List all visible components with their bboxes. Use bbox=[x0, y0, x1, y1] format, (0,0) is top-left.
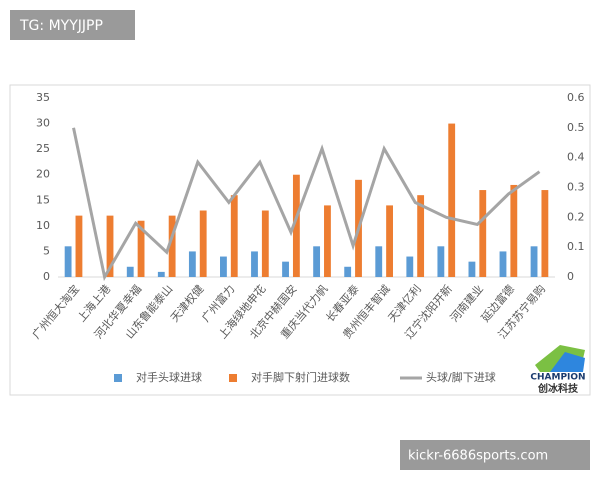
bar bbox=[199, 210, 207, 277]
bar bbox=[499, 251, 507, 277]
legend-label: 对手脚下射门进球数 bbox=[251, 370, 350, 384]
bar bbox=[292, 174, 300, 277]
bar bbox=[168, 215, 176, 277]
y-tick-label: 15 bbox=[36, 193, 50, 206]
y2-tick-label: 0.3 bbox=[567, 181, 585, 194]
y-tick-label: 25 bbox=[36, 142, 50, 155]
y2-tick-label: 0.4 bbox=[567, 151, 585, 164]
y-tick-label: 30 bbox=[36, 117, 50, 130]
y2-tick-label: 0.6 bbox=[567, 91, 585, 104]
watermark-box bbox=[10, 10, 135, 40]
bar bbox=[137, 220, 145, 277]
y-tick-label: 20 bbox=[36, 168, 50, 181]
bar bbox=[406, 256, 414, 277]
bar bbox=[188, 251, 196, 277]
bar bbox=[251, 251, 258, 277]
bar bbox=[479, 190, 487, 277]
y2-tick-label: 0.2 bbox=[567, 210, 585, 223]
bar bbox=[157, 271, 165, 277]
bar bbox=[510, 184, 518, 277]
bar bbox=[126, 266, 134, 277]
bar bbox=[230, 195, 238, 277]
bar bbox=[437, 246, 445, 277]
bar bbox=[75, 215, 83, 277]
legend-swatch bbox=[229, 374, 237, 382]
y-tick-label: 10 bbox=[36, 219, 50, 232]
y-tick-label: 0 bbox=[43, 270, 50, 283]
logo: CHAMPION 创冰科技 bbox=[530, 345, 586, 395]
bar bbox=[282, 261, 289, 277]
bar bbox=[417, 195, 425, 277]
line bbox=[72, 127, 541, 282]
bar bbox=[324, 205, 331, 277]
bar bbox=[313, 246, 321, 277]
bar bbox=[261, 210, 269, 277]
legend-label: 头球/脚下进球 bbox=[426, 370, 496, 384]
bar bbox=[448, 123, 456, 277]
y2-tick-label: 0.5 bbox=[567, 121, 585, 134]
watermark: kickr-6686sports.com bbox=[408, 449, 548, 464]
watermark-box bbox=[400, 440, 590, 470]
bar bbox=[530, 246, 538, 277]
legend-label: 对手头球进球 bbox=[136, 370, 202, 384]
logo-shape bbox=[550, 352, 585, 372]
y-tick-label: 35 bbox=[36, 91, 50, 104]
bar bbox=[106, 215, 114, 277]
y-tick-label: 5 bbox=[43, 244, 50, 257]
bar bbox=[375, 246, 383, 277]
y2-tick-label: 0.1 bbox=[567, 240, 585, 253]
logo-name: CHAMPION bbox=[530, 373, 585, 383]
watermark: TG: MYYJJPP bbox=[19, 18, 103, 34]
bar bbox=[541, 190, 549, 277]
y2-tick-label: 0 bbox=[567, 270, 574, 283]
legend-swatch bbox=[114, 374, 122, 382]
bar bbox=[64, 246, 72, 277]
bar bbox=[344, 266, 352, 277]
bar bbox=[220, 256, 227, 277]
bar bbox=[468, 261, 476, 277]
bar bbox=[386, 205, 393, 277]
logo-subtitle: 创冰科技 bbox=[537, 382, 579, 395]
